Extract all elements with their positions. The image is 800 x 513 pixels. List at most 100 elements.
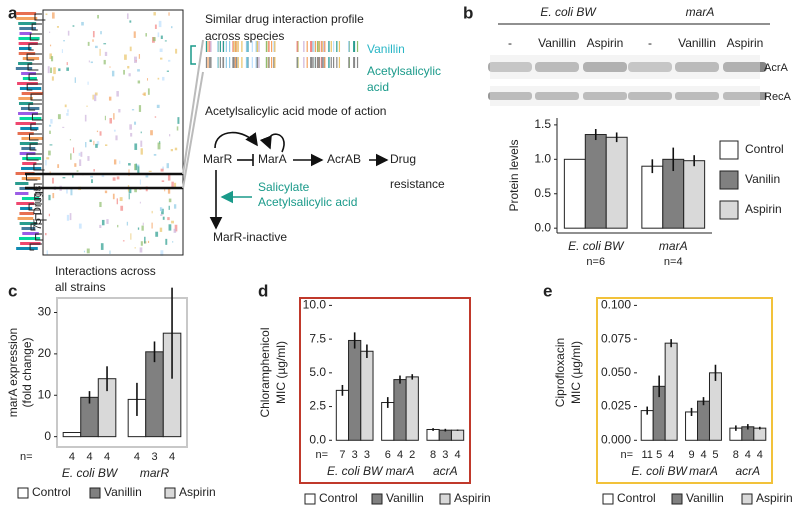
strip-cell (234, 41, 237, 52)
color-strip (18, 47, 32, 50)
heat-cell (174, 224, 178, 232)
dendrogram (31, 113, 43, 121)
band (488, 92, 532, 100)
heat-cell (101, 219, 105, 226)
heat-cell (160, 250, 164, 256)
node: MarA (258, 152, 287, 166)
strip-cell (274, 57, 276, 68)
heat-cell (92, 94, 94, 100)
heat-cell (50, 67, 53, 74)
heat-cell (166, 163, 169, 169)
zoom-line (182, 71, 204, 189)
heat-cell (124, 54, 127, 60)
x-tick-label: E. coli BW (568, 239, 625, 253)
y-tick-label: 0.075 (601, 331, 631, 345)
strip-cell (256, 57, 259, 68)
heat-cell (89, 139, 92, 142)
heat-cell (87, 41, 90, 46)
dendrogram (28, 103, 42, 111)
y-tick-label: 5.0 (309, 365, 326, 379)
heat-cell (87, 156, 90, 161)
heat-cell (49, 53, 52, 59)
bar (438, 429, 452, 441)
strip-cell (225, 41, 227, 52)
heat-cell (162, 166, 164, 170)
heat-cell (52, 177, 54, 184)
strip-cell (222, 41, 225, 52)
node: Drug (390, 152, 416, 166)
heat-cell (56, 26, 59, 28)
heat-cell (78, 223, 82, 229)
heat-cell (137, 227, 140, 230)
color-strip (22, 77, 37, 80)
heat-cell (168, 59, 171, 62)
strip-cell (333, 57, 335, 68)
heat-cell (48, 194, 51, 201)
bar (584, 134, 607, 229)
strip-cell (219, 41, 221, 52)
heat-cell (140, 241, 143, 246)
color-strip (17, 132, 34, 135)
heat-cell (109, 118, 112, 124)
strip-cell (324, 41, 326, 52)
color-strip (20, 107, 40, 110)
heat-cell (123, 69, 125, 75)
y-axis-label: marA expression (6, 328, 20, 417)
n-label: 7 (339, 449, 345, 461)
heat-cell (140, 131, 142, 134)
dendrogram (29, 243, 42, 251)
bar (664, 342, 678, 441)
strip-cell (311, 41, 313, 52)
strip-cell (210, 41, 212, 52)
heat-cell (129, 46, 132, 52)
heat-cell (171, 220, 174, 224)
bar (640, 410, 654, 441)
heat-cell (106, 219, 109, 224)
strain-label: E. coli BW (540, 5, 597, 19)
heat-cell (131, 109, 135, 111)
dendrogram (190, 45, 196, 65)
heat-cell (126, 13, 129, 19)
panel-frame (299, 297, 471, 484)
heat-cell (48, 150, 51, 156)
heat-cell (126, 221, 129, 226)
color-strip (16, 202, 35, 205)
heat-cell (45, 13, 48, 16)
x-tick-label: marA (386, 464, 415, 478)
heat-cell (70, 153, 72, 160)
heat-cell (57, 164, 60, 168)
x-tick-label: acrA (433, 464, 458, 478)
strip-cell (314, 41, 317, 52)
heat-cell (111, 70, 115, 77)
band (675, 92, 719, 100)
heat-cell (109, 66, 111, 68)
n-label: 4 (700, 449, 706, 461)
band (628, 92, 672, 100)
color-strip (18, 42, 38, 45)
heat-cell (49, 130, 51, 134)
strip-cell (330, 57, 332, 68)
heat-cell (70, 188, 73, 196)
bar (405, 376, 419, 441)
heat-cell (128, 193, 130, 200)
heat-cell (171, 181, 174, 188)
heat-cell (61, 49, 63, 54)
legend-swatch (371, 493, 383, 505)
heat-cell (170, 26, 173, 29)
dendrogram (33, 163, 45, 171)
panel-frame (56, 297, 188, 448)
strip-cell (232, 41, 234, 52)
strip-cell (273, 41, 275, 52)
strip-cell (207, 57, 209, 68)
heat-cell (146, 78, 149, 81)
heat-cell (164, 40, 167, 42)
color-strip (18, 62, 33, 65)
panel-label: e (543, 281, 552, 300)
row-label: Acetylsalicylic (367, 64, 441, 78)
strip-cell (356, 41, 359, 52)
n-label: 3 (352, 449, 358, 461)
bar (563, 158, 586, 229)
bar (62, 432, 82, 438)
strip-cell (321, 41, 323, 52)
heat-cell (105, 144, 108, 146)
